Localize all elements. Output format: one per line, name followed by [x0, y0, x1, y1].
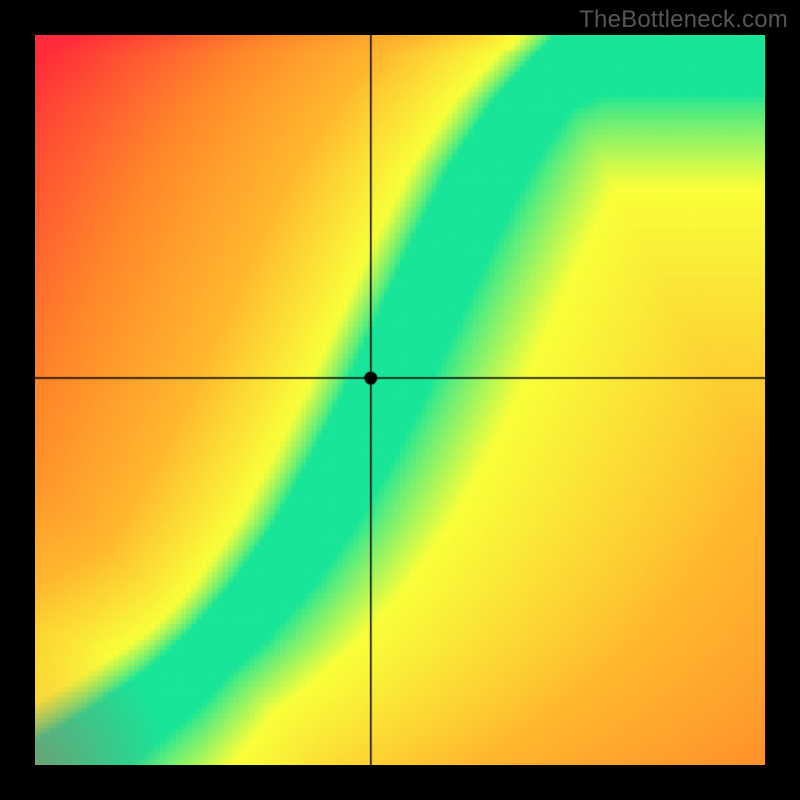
heatmap-canvas — [35, 35, 765, 765]
chart-container: TheBottleneck.com — [0, 0, 800, 800]
watermark-text: TheBottleneck.com — [579, 6, 788, 34]
plot-area — [35, 35, 765, 765]
